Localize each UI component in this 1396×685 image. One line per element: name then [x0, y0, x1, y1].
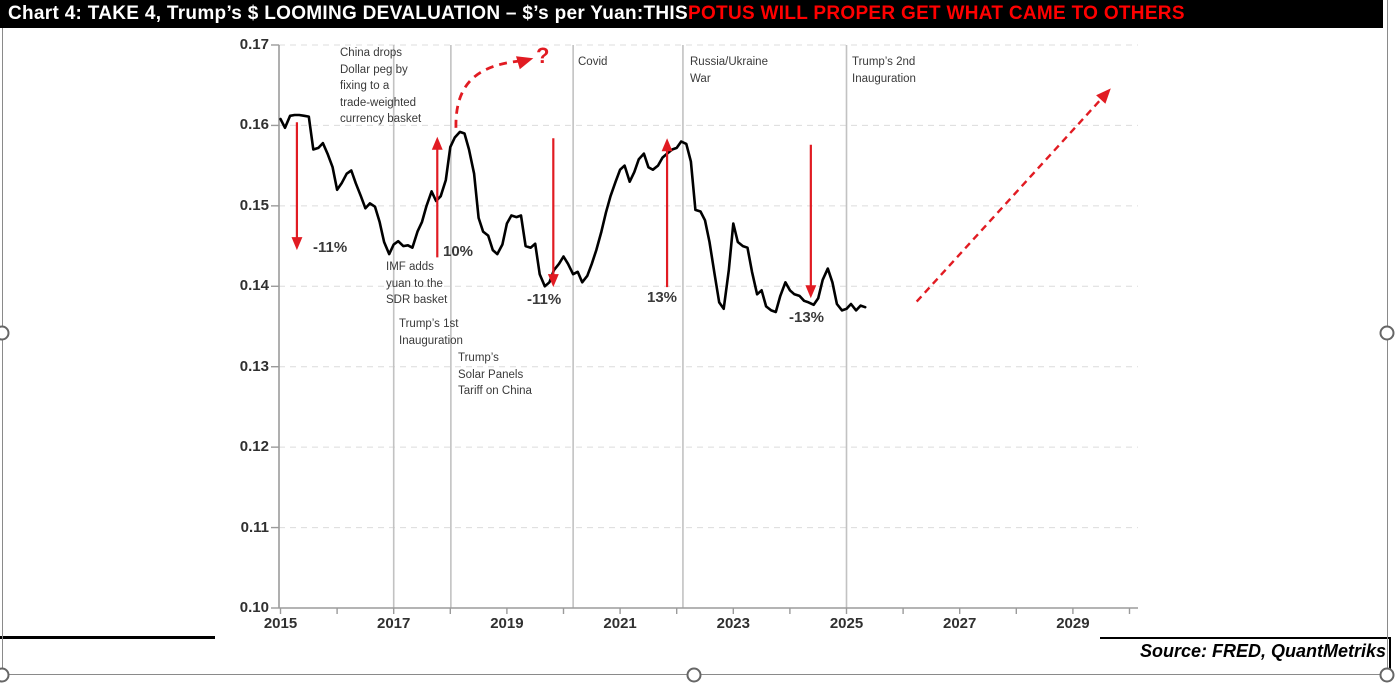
pct-change-label: 13% [647, 289, 678, 306]
chart-title-red: POTUS WILL PROPER GET WHAT CAME TO OTHER… [687, 3, 1185, 24]
pct-change-label: -13% [789, 309, 825, 326]
event-annotation: Trump’s 1st Inauguration [399, 318, 463, 347]
y-axis-tick-label: 0.11 [240, 518, 269, 536]
y-axis-tick-label: 0.17 [239, 35, 269, 53]
y-axis-tick-label: 0.16 [239, 116, 269, 134]
pct-change-label: 10% [443, 243, 474, 260]
selection-border-left [2, 28, 3, 674]
chart-title-emphasis: THIS [643, 3, 688, 24]
projection-arrow-dashed [915, 95, 1105, 303]
what-if-arrow-curved [454, 58, 528, 128]
x-axis-tick-label: 2025 [829, 615, 864, 632]
y-axis-tick-label: 0.14 [239, 277, 269, 295]
selection-handle-right[interactable] [1379, 325, 1395, 341]
source-box-right-border [1389, 637, 1391, 671]
pct-change-label: -11% [527, 291, 562, 308]
footer-rule-left [0, 636, 215, 639]
y-axis-tick-label: 0.13 [239, 357, 269, 375]
pct-arrow-head [661, 138, 673, 152]
x-axis-tick-label: 2015 [263, 615, 298, 632]
projection-arrow-head [1096, 88, 1111, 104]
pct-arrow-head [547, 274, 559, 288]
what-if-arrow-head [516, 56, 534, 70]
selection-handle-left[interactable] [0, 325, 10, 341]
pct-arrow-head [431, 136, 443, 150]
x-axis-tick-label: 2027 [943, 615, 977, 632]
event-annotation: Trump’s 2nd Inauguration [852, 56, 916, 85]
event-annotation: Russia/Ukraine War [690, 56, 768, 85]
x-axis-tick-label: 2019 [490, 615, 524, 632]
pct-arrow-head [805, 285, 817, 299]
x-axis-tick-label: 2023 [716, 615, 750, 632]
x-axis-tick-label: 2029 [1056, 615, 1090, 632]
selection-handle-bottom-right[interactable] [1379, 667, 1395, 683]
selection-handle-bottom-left[interactable] [0, 667, 10, 683]
pct-change-label: -11% [313, 239, 348, 256]
title-bar: Chart 4: TAKE 4, Trump’s $ LOOMING DEVAL… [0, 0, 1383, 28]
y-axis-tick-label: 0.12 [239, 438, 269, 456]
question-mark: ? [536, 43, 550, 68]
x-axis-tick-label: 2021 [603, 615, 637, 632]
x-axis-tick-label: 2017 [377, 615, 411, 632]
y-axis-tick-label: 0.15 [239, 196, 269, 214]
event-annotation: Covid [578, 56, 608, 68]
selection-handle-bottom-center[interactable] [686, 667, 702, 683]
y-axis-tick-label: 0.10 [239, 599, 269, 616]
pct-arrow-head [291, 237, 303, 251]
event-annotation: IMF adds yuan to the SDR basket [386, 261, 448, 306]
source-label: Source: FRED, QuantMetriks [1139, 641, 1386, 661]
event-annotation: Trump’s Solar Panels Tariff on China [458, 352, 532, 397]
event-annotation: China drops Dollar peg by fixing to a tr… [340, 47, 422, 125]
price-line [279, 113, 867, 314]
source-box-top-border [1100, 637, 1391, 639]
chart-title-plain: Chart 4: TAKE 4, Trump’s $ LOOMING DEVAL… [8, 3, 644, 24]
